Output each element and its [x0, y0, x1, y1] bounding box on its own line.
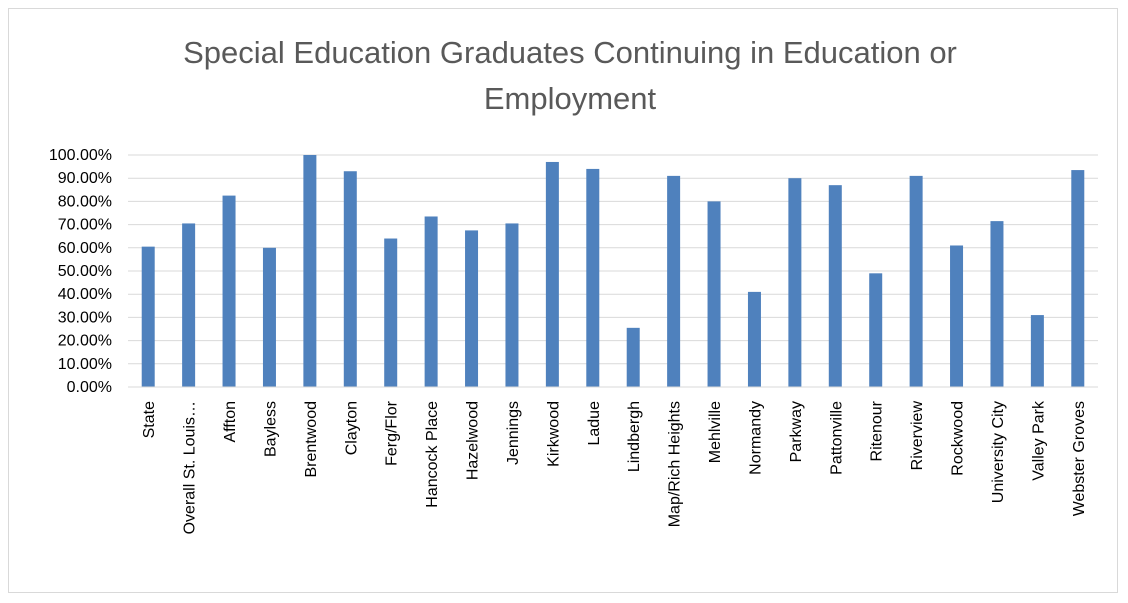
- x-axis-labels: State Overall St. Louis… Affton Bayless Bren…: [141, 400, 1088, 534]
- x-category-label: University City: [990, 401, 1007, 503]
- x-category-label: Hazelwood: [465, 401, 482, 480]
- y-tick-label: 80.00%: [58, 193, 112, 210]
- bar-ladue: [586, 168, 600, 387]
- x-category-label: Mehlville: [707, 401, 724, 463]
- bar-ritenour: [869, 273, 883, 387]
- x-category-label: State: [141, 401, 158, 438]
- bar-map-rich-heights: [667, 175, 681, 387]
- x-category-label: Overall St. Louis…: [182, 401, 199, 534]
- y-tick-label: 10.00%: [58, 356, 112, 373]
- bar-mehlville: [707, 201, 721, 387]
- x-category-label: Brentwood: [303, 401, 320, 478]
- x-category-label: Rockwood: [950, 401, 967, 476]
- x-category-label: Riverview: [909, 401, 926, 471]
- bar-overall-st-louis: [182, 223, 196, 387]
- x-category-label: Ladue: [586, 401, 603, 446]
- bar-hancock-place: [424, 216, 438, 387]
- x-category-label: Hancock Place: [424, 401, 441, 508]
- x-category-label: Parkway: [788, 401, 805, 462]
- bar-normandy: [747, 291, 761, 387]
- x-category-label: Map/Rich Heights: [667, 401, 684, 527]
- y-axis-ticks: 0.00% 10.00% 20.00% 30.00% 40.00% 50.00% 60.00…: [49, 147, 112, 396]
- bar-valley-park: [1030, 315, 1044, 387]
- chart-title: Special Education Graduates Continuing i…: [183, 35, 957, 116]
- y-tick-label: 70.00%: [58, 217, 112, 234]
- y-tick-label: 100.00%: [49, 147, 112, 164]
- y-tick-label: 30.00%: [58, 309, 112, 326]
- bar-lindbergh: [626, 327, 640, 387]
- x-category-label: Clayton: [343, 401, 360, 455]
- x-category-label: Jennings: [505, 401, 522, 465]
- bar-rockwood: [950, 245, 964, 387]
- bar-brentwood: [303, 155, 317, 387]
- x-category-label: Bayless: [262, 401, 279, 457]
- y-tick-label: 60.00%: [58, 240, 112, 257]
- bar-university-city: [990, 221, 1004, 387]
- x-category-label: Pattonville: [828, 401, 845, 475]
- x-category-label: Ferg/Flor: [384, 400, 401, 466]
- bar-state: [141, 246, 155, 387]
- x-category-label: Ritenour: [869, 400, 886, 461]
- bar-hazelwood: [465, 230, 479, 387]
- bar-parkway: [788, 178, 802, 387]
- bar-bayless: [262, 247, 276, 387]
- y-tick-label: 40.00%: [58, 286, 112, 303]
- x-category-label: Valley Park: [1030, 400, 1047, 481]
- bar-riverview: [909, 175, 923, 387]
- bar-jennings: [505, 223, 519, 387]
- bar-clayton: [343, 171, 357, 387]
- bar-pattonville: [828, 185, 842, 387]
- x-category-label: Kirkwood: [545, 401, 562, 467]
- x-category-label: Lindbergh: [626, 401, 643, 472]
- bar-affton: [222, 195, 236, 387]
- x-category-label: Webster Groves: [1071, 401, 1088, 516]
- y-tick-label: 0.00%: [67, 379, 112, 396]
- bar-ferg-flor: [384, 238, 398, 387]
- bar-kirkwood: [545, 161, 559, 387]
- y-tick-label: 50.00%: [58, 263, 112, 280]
- y-tick-label: 90.00%: [58, 170, 112, 187]
- y-tick-label: 20.00%: [58, 333, 112, 350]
- bar-webster-groves: [1071, 170, 1085, 387]
- x-category-label: Affton: [222, 401, 239, 443]
- grid-lines: [128, 154, 1098, 365]
- x-category-label: Normandy: [747, 401, 764, 475]
- bars: [141, 155, 1085, 387]
